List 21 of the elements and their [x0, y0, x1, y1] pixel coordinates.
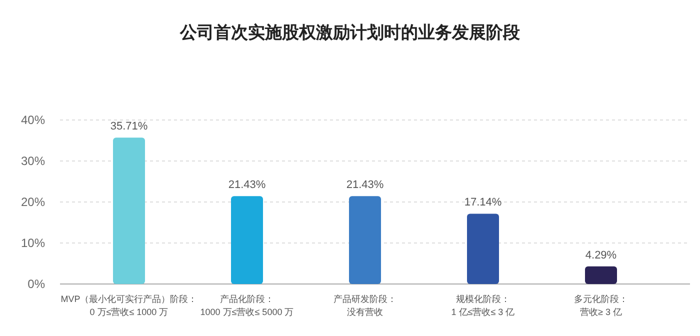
data-label: 4.29% — [585, 249, 617, 262]
y-tick-label: 10% — [20, 236, 46, 250]
data-label: 21.43% — [228, 179, 266, 192]
x-tick-label: 多元化阶段：营收≥ 3 亿 — [574, 294, 628, 317]
data-label: 35.71% — [110, 120, 148, 133]
data-label: 17.14% — [464, 196, 502, 209]
y-tick-label: 30% — [20, 154, 46, 168]
data-label: 21.43% — [346, 179, 384, 192]
x-tick-label: 规模化阶段：1 亿≤营收≤ 3 亿 — [451, 294, 515, 317]
bar — [585, 266, 617, 284]
x-tick-label: 产品研发阶段：没有营收 — [334, 294, 396, 317]
y-tick-label: 20% — [20, 195, 46, 209]
x-tick-label: MVP（最小化可实行产品）阶段：0 万≤营收≤ 1000 万 — [60, 294, 198, 317]
chart-title: 公司首次实施股权激励计划时的业务发展阶段 — [179, 23, 521, 42]
bar — [231, 196, 263, 284]
y-tick-label: 0% — [28, 277, 46, 291]
bar — [113, 138, 145, 284]
bar — [467, 214, 499, 284]
y-tick-label: 40% — [20, 113, 46, 127]
bar — [349, 196, 381, 284]
x-tick-label: 产品化阶段：1000 万≤营收≤ 5000 万 — [200, 294, 294, 317]
